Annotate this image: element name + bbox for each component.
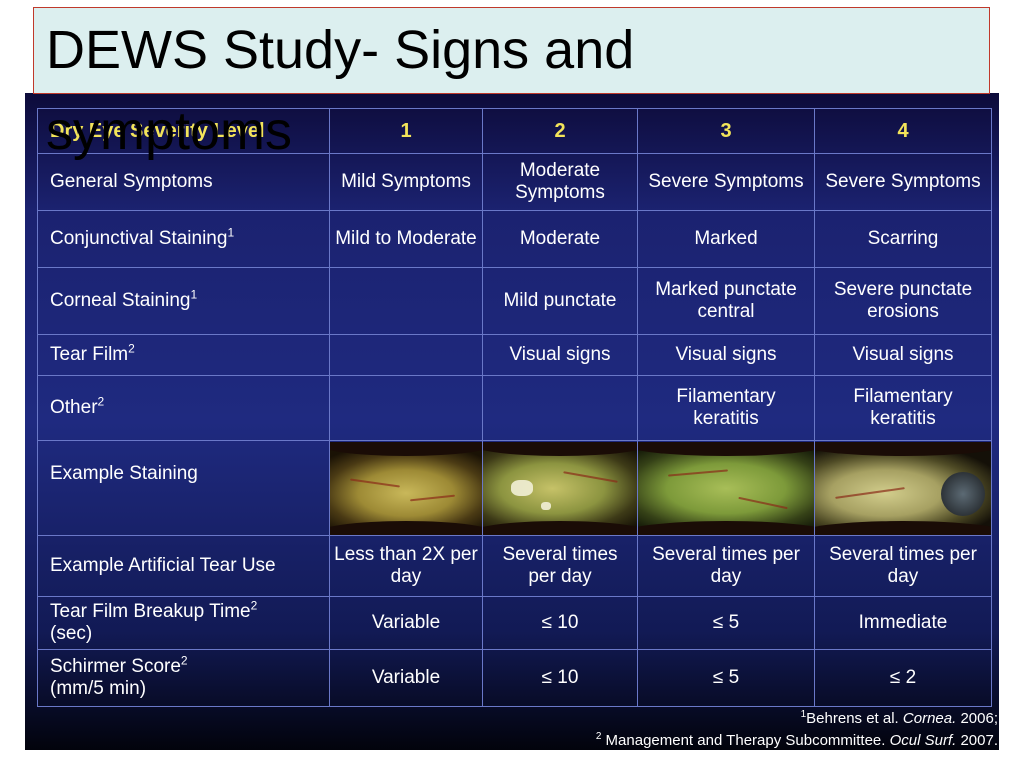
table-cell: Mild Symptoms (329, 153, 483, 211)
references: 1Behrens et al. Cornea. 2006; 2 Manageme… (596, 708, 998, 752)
reference-marker: 1 (800, 709, 807, 720)
row-label-text: General Symptoms (50, 171, 213, 192)
table-cell (482, 375, 638, 441)
staining-image-cell (637, 440, 815, 536)
table-cell (329, 375, 483, 441)
row-label-text: Tear Film (50, 344, 129, 365)
table-header-row: Dry Eye Severity Level 1 2 3 4 (37, 108, 992, 154)
table-cell: Immediate (814, 596, 992, 650)
header-level-4: 4 (814, 108, 992, 154)
row-label: Example Staining (37, 440, 330, 536)
row-label-unit: (mm/5 min) (50, 678, 147, 699)
footnote-marker: 1 (190, 287, 198, 302)
row-label-unit: (sec) (50, 623, 93, 644)
footnote-marker: 2 (250, 598, 258, 613)
reference-year: 2006; (956, 710, 998, 727)
row-label: Tear Film Breakup Time2 (sec) (37, 596, 330, 650)
table-row: Tear Film2 Visual signs Visual signs Vis… (37, 334, 992, 376)
table-cell: ≤ 10 (482, 649, 638, 707)
row-label: Conjunctival Staining1 (37, 210, 330, 268)
reference-marker: 2 (595, 731, 602, 742)
reference-journal: Ocul Surf. (889, 732, 957, 749)
table-cell: Several times per day (482, 535, 638, 597)
footnote-marker: 2 (128, 341, 135, 356)
row-label-text: Corneal Staining (50, 290, 191, 311)
reference-text: Management and Therapy Subcommittee. (601, 732, 890, 749)
row-label: General Symptoms (37, 153, 330, 211)
dews-severity-table: Dry Eye Severity Level 1 2 3 4 General S… (37, 108, 992, 707)
table-cell: Filamentary keratitis (637, 375, 815, 441)
row-label-text: Conjunctival Staining (50, 228, 228, 249)
table-row: Other2 Filamentary keratitis Filamentary… (37, 375, 992, 441)
table-row: Conjunctival Staining1 Mild to Moderate … (37, 210, 992, 268)
table-cell: Moderate (482, 210, 638, 268)
table-cell: Severe Symptoms (637, 153, 815, 211)
table-cell: Visual signs (482, 334, 638, 376)
header-severity-label: Dry Eye Severity Level (37, 108, 330, 154)
reference-journal: Cornea. (902, 710, 957, 727)
table-cell: Mild punctate (482, 267, 638, 335)
table-cell: ≤ 5 (637, 649, 815, 707)
slide-title: DEWS Study- Signs and (46, 20, 635, 80)
table-cell: Variable (329, 649, 483, 707)
reference-text: Behrens et al. (806, 710, 903, 727)
table-row: Corneal Staining1 Mild punctate Marked p… (37, 267, 992, 335)
staining-image-cell (482, 440, 638, 536)
reference-2: 2 Management and Therapy Subcommittee. O… (596, 730, 998, 752)
eye-staining-image-level-1 (330, 441, 482, 535)
row-label-text: Tear Film Breakup Time (50, 601, 251, 622)
header-level-1: 1 (329, 108, 483, 154)
table-cell: ≤ 5 (637, 596, 815, 650)
table-row: Example Artificial Tear Use Less than 2X… (37, 535, 992, 597)
eye-staining-image-level-3 (638, 441, 814, 535)
row-label: Example Artificial Tear Use (37, 535, 330, 597)
row-label-text: Example Artificial Tear Use (50, 555, 276, 576)
table-cell (329, 334, 483, 376)
table-cell: Scarring (814, 210, 992, 268)
table-cell: Several times per day (814, 535, 992, 597)
row-label: Schirmer Score2 (mm/5 min) (37, 649, 330, 707)
footnote-marker: 2 (97, 394, 105, 409)
table-cell: Severe punctate erosions (814, 267, 992, 335)
header-level-3: 3 (637, 108, 815, 154)
table-cell (329, 267, 483, 335)
reference-year: 2007. (956, 732, 998, 749)
table-cell: Several times per day (637, 535, 815, 597)
table-cell: Marked (637, 210, 815, 268)
row-label-text: Schirmer Score (50, 656, 181, 677)
reference-1: 1Behrens et al. Cornea. 2006; (596, 708, 998, 730)
row-label: Corneal Staining1 (37, 267, 330, 335)
table-row: Schirmer Score2 (mm/5 min) Variable ≤ 10 … (37, 649, 992, 707)
table-row-example-staining: Example Staining (37, 440, 992, 536)
table-cell: Marked punctate central (637, 267, 815, 335)
row-label-text: Other (50, 397, 98, 418)
eye-staining-image-level-2 (483, 441, 637, 535)
footnote-marker: 1 (227, 225, 235, 240)
staining-image-cell (329, 440, 483, 536)
table-cell: Mild to Moderate (329, 210, 483, 268)
table-cell: Moderate Symptoms (482, 153, 638, 211)
table-cell: Severe Symptoms (814, 153, 992, 211)
table-cell: Visual signs (814, 334, 992, 376)
table-cell: Less than 2X per day (329, 535, 483, 597)
slide-title-overflow: symptoms (46, 101, 293, 161)
table-cell: ≤ 10 (482, 596, 638, 650)
table-cell: Filamentary keratitis (814, 375, 992, 441)
eye-staining-image-level-4 (815, 441, 991, 535)
header-level-2: 2 (482, 108, 638, 154)
row-label: Other2 (37, 375, 330, 441)
table-cell: Visual signs (637, 334, 815, 376)
row-label-text: Example Staining (50, 463, 198, 484)
title-box (33, 7, 990, 94)
table-cell: Variable (329, 596, 483, 650)
row-label: Tear Film2 (37, 334, 330, 376)
table-cell: ≤ 2 (814, 649, 992, 707)
footnote-marker: 2 (180, 653, 188, 668)
staining-image-cell (814, 440, 992, 536)
table-row: Tear Film Breakup Time2 (sec) Variable ≤ … (37, 596, 992, 650)
